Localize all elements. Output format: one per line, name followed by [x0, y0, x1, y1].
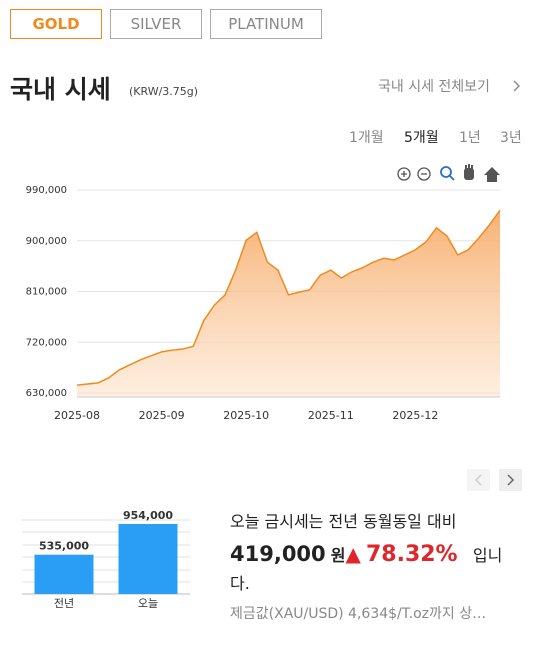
summary-figures: 419,000 원▲ 78.32% 입니다.	[230, 540, 510, 598]
x-tick-label: 2025-10	[223, 409, 269, 422]
diff-amount: 419,000	[230, 542, 326, 566]
price-line	[76, 209, 501, 386]
home-icon[interactable]	[484, 167, 500, 182]
y-tick-label: 720,000	[26, 337, 67, 348]
zoom-in-icon[interactable]	[397, 167, 411, 181]
toolbar	[397, 164, 500, 182]
chevron-icon	[513, 80, 520, 92]
period-1y[interactable]: 1년	[459, 130, 481, 146]
view-all-link[interactable]: 국내 시세 전체보기	[378, 79, 490, 95]
bar-category-label: 전년	[54, 597, 74, 610]
period-5m[interactable]: 5개월	[404, 130, 439, 146]
area-fill	[77, 210, 500, 397]
summary: 오늘 금시세는 전년 동월동일 대비 419,000 원▲ 78.32% 입니다…	[230, 508, 510, 598]
x-tick-label: 2025-09	[139, 409, 185, 422]
x-tick-label: 2025-12	[392, 409, 438, 422]
zoom-select-icon[interactable]	[440, 166, 455, 181]
change-rate: 78.32%	[365, 542, 458, 567]
next-button[interactable]	[499, 469, 522, 491]
zoom-out-icon[interactable]	[417, 167, 431, 181]
period-1m[interactable]: 1개월	[349, 130, 384, 146]
pager	[467, 469, 522, 491]
pan-icon[interactable]	[464, 164, 474, 180]
diff-unit: 원	[330, 546, 346, 565]
bar	[34, 554, 94, 594]
y-tick-label: 990,000	[26, 185, 67, 196]
period-3y[interactable]: 3년	[500, 130, 522, 146]
y-tick-label: 810,000	[26, 287, 67, 298]
summary-tail: 입니다.	[230, 546, 503, 593]
bar-value-label: 954,000	[123, 509, 173, 522]
bar-category-label: 오늘	[138, 597, 158, 610]
section-title: 국내 시세	[10, 75, 111, 104]
tab-silver[interactable]: SILVER	[110, 9, 202, 39]
tab-gold[interactable]: GOLD	[10, 9, 102, 39]
note: 제금값(XAU/USD) 4,634$/T.oz까지 상…	[230, 606, 487, 622]
prev-button[interactable]	[467, 469, 490, 491]
y-tick-label: 900,000	[26, 236, 67, 247]
prev-arrow	[474, 474, 482, 486]
x-tick-label: 2025-08	[54, 409, 100, 422]
next-arrow	[507, 474, 515, 486]
bar-value-label: 535,000	[39, 540, 89, 553]
bar	[118, 523, 178, 594]
tab-platinum[interactable]: PLATINUM	[210, 9, 322, 39]
unit-label: (KRW/3.75g)	[129, 85, 199, 98]
up-arrow: ▲	[345, 542, 361, 566]
summary-line: 오늘 금시세는 전년 동월동일 대비	[230, 512, 457, 531]
y-tick-label: 630,000	[26, 388, 67, 399]
x-tick-label: 2025-11	[308, 409, 354, 422]
